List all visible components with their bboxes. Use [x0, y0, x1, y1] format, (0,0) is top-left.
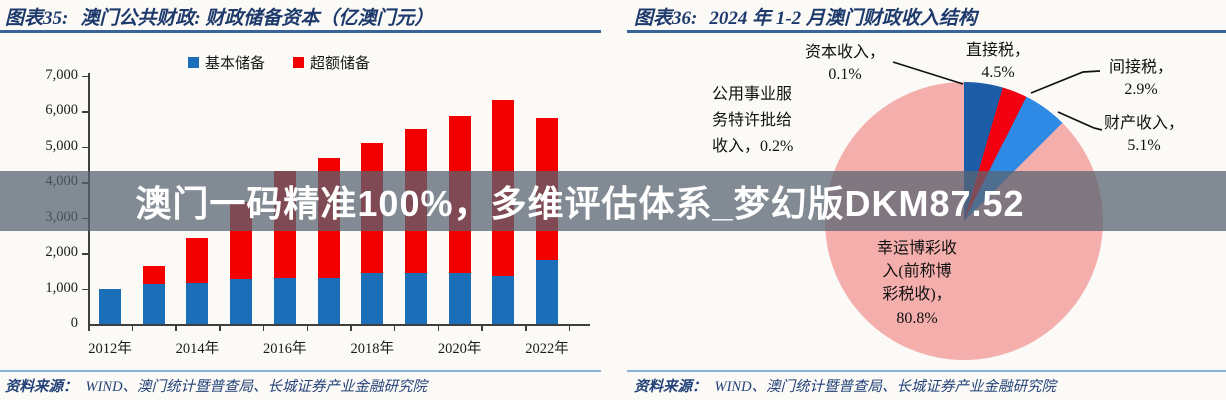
- bar-segment-excess-reserve: [142, 266, 165, 285]
- x-axis-tick: [350, 324, 352, 331]
- x-tick-label: 2018年: [350, 341, 394, 357]
- legend-label-excess: 超额储备: [310, 56, 371, 72]
- y-tick-label: 2,000: [45, 244, 78, 260]
- y-tick-label: 6,000: [45, 102, 78, 118]
- legend-swatch-basic-icon: [188, 57, 199, 68]
- x-tick-label: 2012年: [88, 341, 132, 357]
- pie-label-direct-tax: 直接税， 4.5%: [965, 42, 1030, 81]
- bar-segment-basic-reserve: [492, 276, 515, 324]
- pie-label-gaming-revenue: 幸运博彩收 入(前称博 彩税收)， 80.8%: [876, 240, 957, 327]
- legend-item-basic-reserve: 基本储备: [188, 52, 265, 73]
- right-title-underline: [627, 30, 1226, 33]
- x-tick-label: 2020年: [437, 341, 482, 357]
- x-axis-line: [88, 324, 590, 326]
- x-tick-label: 2014年: [175, 341, 220, 357]
- x-axis-tick: [175, 324, 177, 331]
- right-source: 资料来源： WIND、澳门统计暨普查局、长城证券产业金融研究院: [634, 375, 1056, 396]
- x-axis-tick: [88, 324, 90, 331]
- left-chart-title: 图表35: 澳门公共财政: 财政储备资本（亿澳门元）: [5, 3, 433, 30]
- x-tick-label: 2022年: [525, 341, 569, 357]
- pie-label-utility-concession: 公用事业服 务特许批给 收入，0.2%: [712, 86, 794, 155]
- bar-chart-legend: 基本储备 超额储备: [188, 52, 370, 73]
- y-axis-tick: [82, 146, 88, 149]
- watermark-banner: 澳门一码精准100%，多维评估体系_梦幻版DKM87.52: [0, 171, 1226, 231]
- left-chart-title-prefix: 图表35:: [5, 8, 69, 29]
- bar-segment-basic-reserve: [404, 272, 427, 324]
- left-title-underline: [0, 30, 601, 33]
- pie-label-indirect-tax: 间接税， 2.9%: [1108, 59, 1173, 98]
- bar-segment-basic-reserve: [142, 284, 165, 324]
- x-axis-tick: [481, 324, 483, 331]
- pie-label-property-income: 财产收入， 5.1%: [1103, 115, 1184, 154]
- right-chart-title-text: 2024 年 1-2 月澳门财政收入结构: [709, 8, 977, 29]
- legend-swatch-excess-icon: [293, 57, 305, 68]
- bar-segment-basic-reserve: [317, 277, 340, 324]
- x-axis-tick: [262, 324, 265, 331]
- y-axis-tick: [82, 288, 88, 291]
- y-axis-tick: [82, 75, 88, 78]
- y-tick-label: 7,000: [45, 66, 78, 83]
- y-axis-tick: [82, 253, 88, 255]
- right-source-label: 资料来源：: [634, 379, 707, 395]
- bar-segment-basic-reserve: [361, 272, 384, 324]
- right-source-topline: [627, 370, 1226, 372]
- x-axis-tick: [131, 324, 134, 331]
- bar-segment-basic-reserve: [186, 282, 209, 324]
- x-tick-label: 2016年: [263, 341, 307, 357]
- left-source-text: WIND、澳门统计暨普查局、长城证券产业金融研究院: [85, 379, 428, 395]
- pie-label-capital-income: 资本收入， 0.1%: [804, 44, 885, 83]
- x-axis-tick: [437, 324, 440, 331]
- x-axis-tick: [393, 324, 396, 331]
- bar-segment-basic-reserve: [536, 260, 558, 324]
- bar-segment-basic-reserve: [273, 277, 296, 324]
- x-axis-tick: [219, 324, 221, 331]
- bar-segment-excess-reserve: [186, 237, 209, 283]
- bar-segment-basic-reserve: [230, 278, 253, 324]
- left-chart-title-text: 澳门公共财政: 财政储备资本（亿澳门元）: [80, 8, 434, 29]
- right-source-text: WIND、澳门统计暨普查局、长城证券产业金融研究院: [714, 379, 1057, 395]
- left-source-topline: [0, 370, 601, 372]
- x-axis-tick: [568, 324, 571, 331]
- legend-label-basic: 基本储备: [205, 56, 266, 72]
- bar-segment-basic-reserve: [99, 288, 121, 324]
- legend-item-excess-reserve: 超额储备: [293, 52, 370, 73]
- x-axis-tick: [306, 324, 309, 331]
- left-source: 资料来源： WIND、澳门统计暨普查局、长城证券产业金融研究院: [5, 375, 427, 396]
- y-axis-tick: [82, 111, 88, 113]
- right-chart-title-prefix: 图表36:: [634, 8, 698, 29]
- x-axis-tick: [525, 324, 527, 331]
- y-tick-label: 5,000: [45, 137, 78, 154]
- bar-segment-basic-reserve: [448, 272, 471, 324]
- y-tick-label: 1,000: [45, 279, 78, 296]
- y-tick-label: 0: [70, 315, 78, 331]
- left-source-label: 资料来源：: [5, 379, 78, 395]
- right-chart-title: 图表36: 2024 年 1-2 月澳门财政收入结构: [634, 3, 977, 30]
